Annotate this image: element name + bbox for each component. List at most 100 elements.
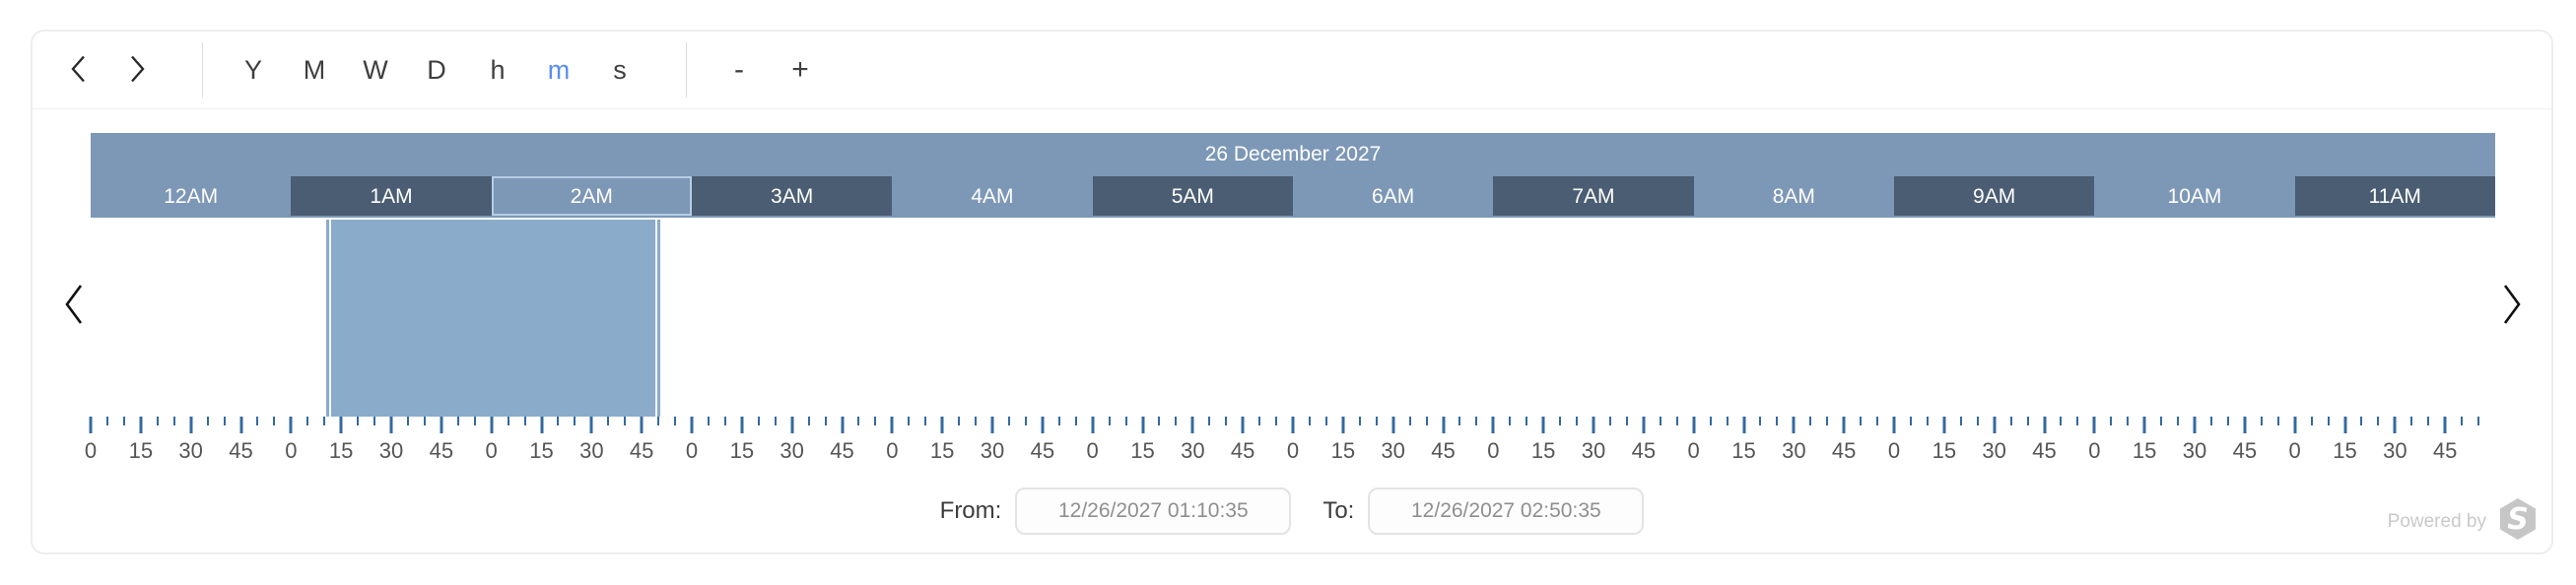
ruler-labels: 0 15 30 45 0 15 30 45 0 15 30 45 0 15 30 45 0 15 30 45 0 15 30… [85,438,2495,464]
ruler-minor-tick [1675,417,1678,425]
unit-button-s[interactable]: s [589,40,650,99]
next-button[interactable] [107,40,167,99]
ruler-major-tick [1391,417,1395,433]
ruler-minor-tick [1258,417,1261,425]
ruler-minor-tick [874,417,877,425]
ruler-minor-tick [2177,417,2180,425]
ruler-minor-tick [306,417,309,425]
to-input[interactable] [1368,488,1645,535]
ruler-minor-tick [1375,417,1378,425]
hour-cell[interactable]: 2AM [491,176,692,216]
hour-cell[interactable]: 11AM [2294,176,2495,216]
ruler-major-tick [2043,417,2046,433]
zoom-in-button[interactable]: + [770,40,831,99]
ruler-minor-tick [824,417,827,425]
hour-cell[interactable]: 10AM [2094,176,2295,216]
hour-cell[interactable]: 9AM [1893,176,2095,216]
ruler-tick-label: 15 [2132,438,2157,463]
ruler-tick-label: 15 [328,438,354,463]
ruler-major-tick [1742,417,1745,433]
hour-cell[interactable]: 5AM [1092,176,1293,216]
ruler-major-tick [1541,417,1545,433]
zoom-button-group: - + [709,40,831,99]
ruler-minor-tick [1525,417,1528,425]
ruler-minor-tick [1625,417,1628,425]
ruler-minor-tick [1709,417,1712,425]
unit-button-M[interactable]: M [284,40,345,99]
ruler-major-tick [1141,417,1144,433]
hour-cell[interactable]: 12AM [91,176,292,216]
ruler-major-tick [2142,417,2146,433]
ruler-minor-tick [473,417,476,425]
pan-right-button[interactable] [2486,278,2538,333]
ruler-minor-tick [1208,417,1211,425]
unit-button-m[interactable]: m [528,40,589,99]
ruler-tick-label: 15 [128,438,154,463]
ruler-major-tick [1792,417,1796,433]
ruler-minor-tick [206,417,209,425]
ruler-minor-tick [1809,417,1812,425]
unit-button-W[interactable]: W [345,40,406,99]
hour-cell[interactable]: 4AM [892,176,1093,216]
unit-button-h[interactable]: h [467,40,528,99]
ruler-minor-tick [1425,417,1428,425]
pan-left-button[interactable] [48,278,100,333]
ruler-minor-tick [1124,417,1127,425]
ruler-tick-label: 30 [178,438,203,463]
ruler-minor-tick [156,417,159,425]
ruler-minor-tick [757,417,760,425]
selection-handle-left[interactable] [329,220,332,417]
ruler-tick-label: 30 [579,438,604,463]
ruler-tick-label: 0 [886,438,899,463]
ruler-minor-tick [723,417,726,425]
hour-cell[interactable]: 3AM [691,176,893,216]
unit-button-D[interactable]: D [406,40,467,99]
date-header[interactable]: 26 December 2027 [91,133,2495,176]
ruler-minor-tick [1308,417,1311,425]
ruler-minor-tick [1576,417,1579,425]
prev-button[interactable] [48,40,107,99]
ruler-tick-label: 15 [1932,438,1957,463]
ruler-tick-label: 15 [1731,438,1756,463]
ruler-minor-tick [2360,417,2363,425]
ruler-minor-tick [2060,417,2063,425]
ruler-major-tick [990,417,994,433]
ruler-major-tick [2293,417,2297,433]
ruler-minor-tick [456,417,459,425]
ruler-tick-label: 0 [1487,438,1500,463]
arrow-left-icon [63,282,85,330]
hour-cell[interactable]: 7AM [1493,176,1694,216]
ruler-tick-label: 0 [2088,438,2101,463]
ruler-minor-tick [2076,417,2079,425]
from-input[interactable] [1015,488,1292,535]
ruler-tick-label: 0 [685,438,699,463]
ruler-major-tick [690,417,694,433]
ruler-tick-label: 45 [429,438,454,463]
ruler-minor-tick [523,417,526,425]
ruler-minor-tick [1108,417,1111,425]
ruler-major-tick [640,417,644,433]
ruler-minor-tick [1860,417,1863,425]
ruler-tick-label: 0 [1687,438,1700,463]
zoom-out-button[interactable]: - [709,40,770,99]
arrow-right-icon [2501,282,2523,330]
hour-cell[interactable]: 6AM [1292,176,1494,216]
ruler-tick-label: 45 [1230,438,1255,463]
ruler-minor-tick [2260,417,2263,425]
selection-box[interactable] [326,220,661,417]
unit-button-Y[interactable]: Y [223,40,284,99]
brand-logo-icon[interactable]: S [2496,497,2540,547]
ruler-minor-tick [2310,417,2313,425]
ruler-tick-label: 15 [929,438,955,463]
ruler-major-tick [1341,417,1345,433]
ruler-tick-label: 30 [1782,438,1806,463]
powered-by-text: Powered by [2387,511,2486,532]
ruler-minor-tick [2377,417,2380,425]
ruler-minor-tick [574,417,576,425]
hour-cell[interactable]: 8AM [1693,176,1894,216]
hour-cell[interactable]: 1AM [291,176,492,216]
ruler-tick-label: 45 [229,438,253,463]
selection-handle-right[interactable] [655,220,658,417]
ruler-minor-tick [975,417,978,425]
